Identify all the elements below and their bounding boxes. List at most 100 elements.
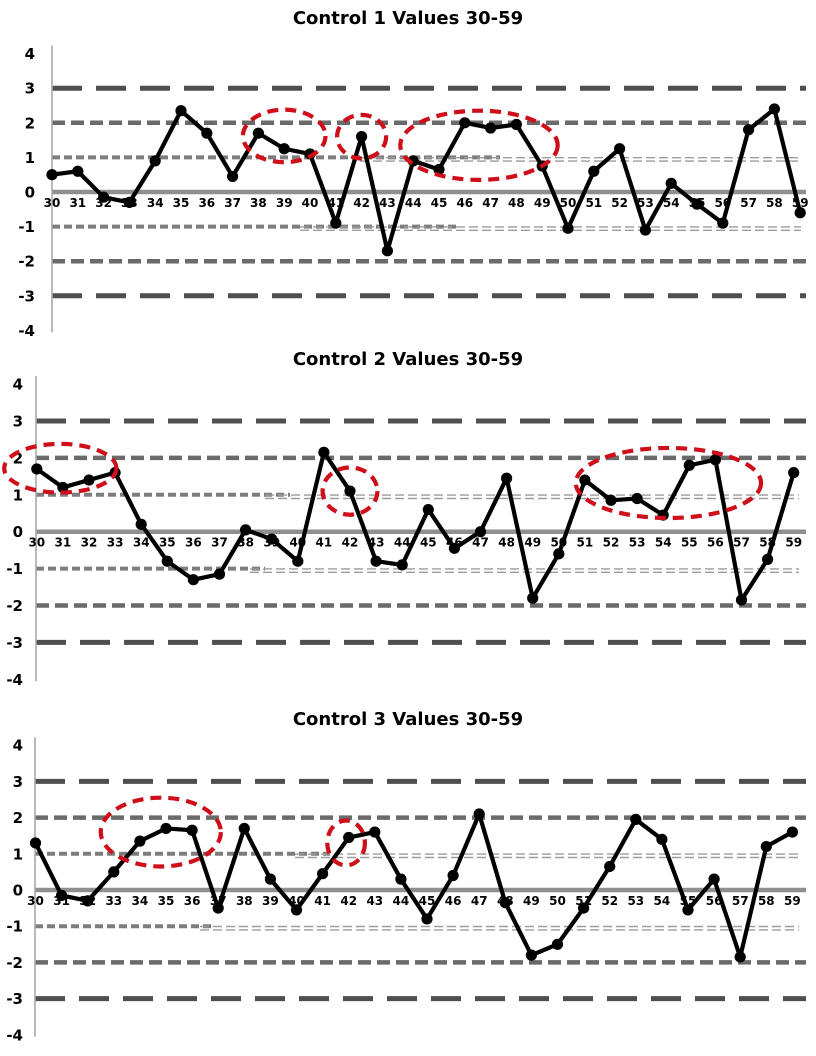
data-point-30 — [29, 837, 42, 849]
x-tick-label-53: 53 — [637, 196, 654, 210]
y-tick-label--2: -2 — [6, 954, 23, 972]
data-point-34 — [134, 835, 146, 847]
y-tick-label-3: 3 — [13, 773, 23, 791]
x-tick-label-33: 33 — [107, 536, 124, 550]
data-point-57 — [743, 124, 755, 136]
data-point-44 — [395, 873, 407, 885]
x-tick-label-50: 50 — [549, 894, 566, 908]
x-tick-label-36: 36 — [198, 196, 215, 210]
data-point-38 — [240, 524, 252, 536]
data-point-30 — [31, 463, 43, 475]
annotation-ellipse-2 — [334, 112, 389, 161]
data-point-46 — [459, 117, 471, 129]
annotation-ellipse-2 — [325, 818, 367, 868]
y-tick-label--3: -3 — [18, 287, 35, 305]
data-point-58 — [760, 840, 772, 853]
x-tick-label-59: 59 — [785, 536, 802, 550]
x-tick-label-43: 43 — [379, 196, 396, 210]
data-point-51 — [578, 902, 590, 914]
data-point-53 — [639, 224, 652, 236]
x-tick-label-51: 51 — [577, 536, 594, 550]
x-tick-label-47: 47 — [472, 536, 489, 550]
data-point-54 — [656, 833, 668, 845]
y-tick-label-0: 0 — [13, 523, 23, 541]
x-tick-label-49: 49 — [524, 536, 541, 550]
y-tick-label-0: 0 — [25, 184, 35, 202]
x-tick-label-35: 35 — [173, 196, 190, 210]
x-tick-label-49: 49 — [523, 894, 540, 908]
data-point-49 — [527, 592, 539, 604]
annotation-ellipse-3 — [398, 108, 560, 182]
x-tick-label-52: 52 — [611, 196, 628, 210]
data-point-31 — [72, 165, 84, 177]
x-tick-label-36: 36 — [185, 536, 202, 550]
x-tick-label-51: 51 — [585, 196, 602, 210]
y-tick-label-1: 1 — [13, 845, 23, 863]
data-point-59 — [794, 207, 806, 219]
data-point-55 — [682, 904, 694, 916]
annotation-ellipse-2 — [320, 465, 380, 517]
data-point-55 — [683, 459, 695, 471]
x-tick-label-35: 35 — [159, 536, 176, 550]
data-point-43 — [381, 245, 393, 257]
data-point-59 — [788, 467, 800, 479]
x-tick-label-39: 39 — [276, 196, 293, 210]
control-series-line — [34, 450, 796, 603]
y-tick-label-1: 1 — [25, 149, 35, 167]
data-point-51 — [588, 165, 600, 177]
control-series-line — [49, 106, 803, 253]
chart-title-control-2: Control 2 Values 30-59 — [292, 349, 524, 370]
y-tick-label-2: 2 — [25, 114, 35, 132]
y-tick-label--4: -4 — [6, 671, 23, 689]
x-tick-label-41: 41 — [316, 536, 333, 550]
x-tick-label-57: 57 — [732, 894, 749, 908]
x-tick-label-38: 38 — [250, 196, 267, 210]
x-tick-label-46: 46 — [456, 196, 473, 210]
data-point-32 — [82, 895, 94, 907]
x-tick-label-42: 42 — [353, 196, 370, 210]
data-point-48 — [499, 897, 511, 909]
data-point-30 — [46, 169, 58, 181]
data-point-42 — [356, 131, 368, 143]
data-point-57 — [735, 594, 748, 606]
x-tick-label-33: 33 — [105, 894, 122, 908]
x-tick-label-54: 54 — [655, 536, 672, 550]
x-tick-label-30: 30 — [44, 196, 61, 210]
y-tick-label-4: 4 — [25, 45, 35, 63]
x-tick-label-52: 52 — [603, 536, 620, 550]
y-tick-label--3: -3 — [6, 990, 23, 1008]
control-3-chart: Control 3 Values 30-59 43210-1-2-3-43031… — [0, 707, 816, 1056]
x-tick-label-44: 44 — [405, 196, 422, 210]
x-tick-label-47: 47 — [482, 196, 499, 210]
x-tick-label-54: 54 — [654, 894, 671, 908]
data-point-56 — [717, 217, 729, 229]
y-tick-label--1: -1 — [6, 918, 23, 936]
data-point-36 — [186, 824, 198, 836]
x-tick-label-32: 32 — [81, 536, 98, 550]
data-point-52 — [604, 860, 616, 873]
y-tick-label--2: -2 — [18, 253, 35, 271]
data-point-53 — [631, 492, 643, 505]
y-tick-label-1: 1 — [13, 486, 23, 504]
x-tick-label-49: 49 — [534, 196, 551, 210]
x-tick-label-52: 52 — [601, 894, 618, 908]
data-point-35 — [161, 555, 173, 567]
x-tick-label-55: 55 — [681, 536, 698, 550]
data-point-41 — [330, 217, 342, 229]
data-point-38 — [252, 127, 264, 139]
x-tick-label-31: 31 — [69, 196, 86, 210]
data-point-52 — [614, 143, 626, 155]
data-point-37 — [212, 902, 224, 914]
control-series-line — [33, 811, 795, 960]
data-point-43 — [370, 555, 382, 567]
x-tick-label-57: 57 — [740, 196, 757, 210]
y-tick-label-4: 4 — [13, 376, 23, 394]
x-tick-label-30: 30 — [27, 894, 44, 908]
data-point-35 — [160, 822, 172, 835]
x-tick-label-37: 37 — [224, 196, 241, 210]
data-point-46 — [447, 869, 459, 882]
data-point-56 — [709, 454, 722, 466]
data-point-51 — [579, 474, 591, 486]
x-tick-label-30: 30 — [28, 536, 45, 550]
